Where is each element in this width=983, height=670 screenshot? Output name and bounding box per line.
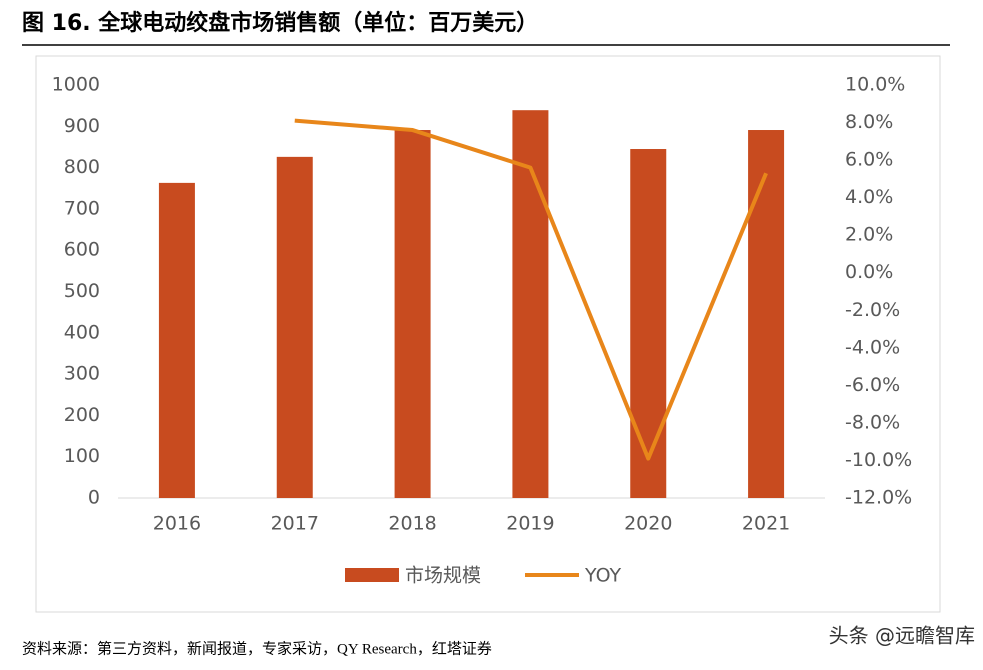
- source-note: 资料来源：第三方资料，新闻报道，专家采访，QY Research，红塔证券: [22, 639, 492, 657]
- x-tick-label: 2016: [153, 513, 201, 535]
- bar: [512, 110, 549, 499]
- y-tick-label: 500: [64, 280, 100, 302]
- line: [294, 118, 768, 461]
- bar: [748, 130, 785, 498]
- y2-tick-label: -12.0%: [845, 487, 912, 509]
- bar: [394, 130, 431, 498]
- x-tick-label: 2018: [388, 513, 436, 535]
- x-tick-label: 2020: [624, 513, 672, 535]
- legend-swatch: [345, 568, 399, 582]
- bar: [276, 156, 313, 498]
- y-tick-label: 200: [64, 404, 100, 426]
- y-tick-label: 700: [64, 197, 100, 219]
- y2-tick-label: -6.0%: [845, 374, 900, 396]
- y2-tick-label: 10.0%: [845, 74, 905, 96]
- y-tick-label: 400: [64, 321, 100, 343]
- y2-tick-label: 6.0%: [845, 149, 893, 171]
- bar: [158, 182, 195, 499]
- legend-label: 市场规模: [405, 565, 481, 587]
- y-tick-label: 900: [64, 115, 100, 137]
- y2-tick-label: 2.0%: [845, 224, 893, 246]
- y2-tick-label: -4.0%: [845, 336, 900, 358]
- y-tick-label: 1000: [52, 74, 100, 96]
- chart-frame: [35, 55, 941, 613]
- y-tick-label: 100: [64, 445, 100, 467]
- watermark: 头条 @远瞻智库: [829, 624, 975, 648]
- y2-tick-label: 4.0%: [845, 186, 893, 208]
- y2-tick-label: -2.0%: [845, 299, 900, 321]
- x-tick-label: 2019: [506, 513, 554, 535]
- y2-tick-label: -10.0%: [845, 449, 912, 471]
- legend-label: YOY: [584, 565, 621, 587]
- chart-title: 图 16. 全球电动绞盘市场销售额（单位：百万美元）: [22, 10, 538, 36]
- bar: [630, 149, 667, 498]
- y-tick-label: 300: [64, 363, 100, 385]
- y-tick-label: 800: [64, 156, 100, 178]
- y2-tick-label: -8.0%: [845, 411, 900, 433]
- y2-tick-label: 0.0%: [845, 261, 893, 283]
- y-tick-label: 0: [88, 487, 100, 509]
- y2-tick-label: 8.0%: [845, 111, 893, 133]
- x-tick-label: 2021: [742, 513, 790, 535]
- y-tick-label: 600: [64, 239, 100, 261]
- x-tick-label: 2017: [271, 513, 319, 535]
